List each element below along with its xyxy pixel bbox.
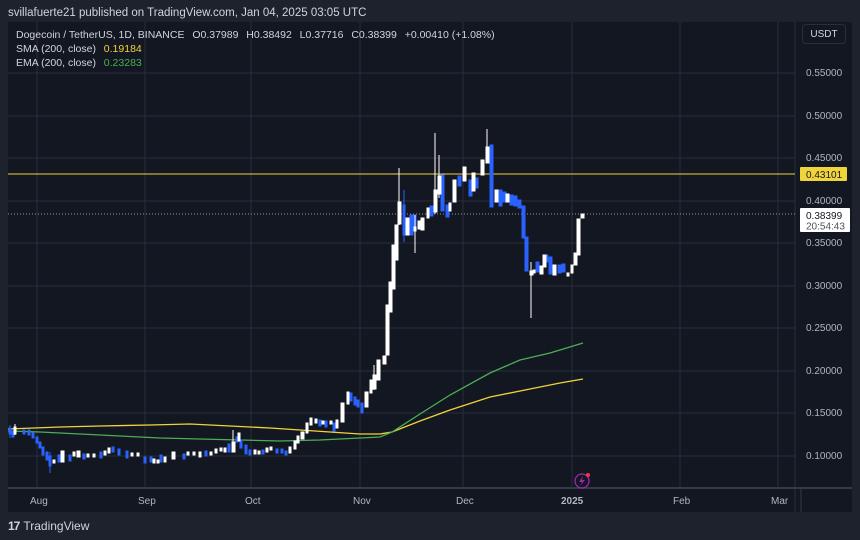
grid-lines bbox=[8, 22, 795, 488]
chart-frame[interactable] bbox=[8, 22, 852, 512]
time-tick: Mar bbox=[771, 496, 789, 507]
countdown-text: 20:54:43 bbox=[806, 222, 845, 233]
time-tick: Oct bbox=[245, 496, 261, 507]
symbol-label[interactable]: Dogecoin / TetherUS, 1D, BINANCE bbox=[16, 29, 185, 41]
lightning-icon[interactable] bbox=[574, 473, 590, 489]
currency-button[interactable]: USDT bbox=[802, 24, 846, 44]
ohlc-row: Dogecoin / TetherUS, 1D, BINANCE O0.3798… bbox=[16, 28, 497, 42]
price-axis[interactable]: 0.55000 0.50000 0.45000 0.40000 0.35000 … bbox=[806, 68, 843, 462]
open-value: O0.37989 bbox=[192, 29, 239, 41]
last-price-text: 0.38399 bbox=[806, 211, 843, 222]
price-tick: 0.40000 bbox=[806, 196, 843, 207]
sma-label: SMA (200, close) bbox=[16, 43, 96, 55]
hline-price-text: 0.43101 bbox=[806, 170, 843, 181]
price-tick: 0.25000 bbox=[806, 323, 843, 334]
sma-line[interactable] bbox=[7, 378, 584, 435]
time-tick: Feb bbox=[673, 496, 691, 507]
price-tick: 0.50000 bbox=[806, 111, 843, 122]
time-tick: Aug bbox=[30, 496, 48, 507]
price-tick: 0.30000 bbox=[806, 281, 843, 292]
price-tick: 0.45000 bbox=[806, 153, 843, 164]
time-tick: Nov bbox=[353, 496, 371, 507]
low-value: L0.37716 bbox=[299, 29, 344, 41]
price-tick: 0.10000 bbox=[806, 451, 843, 462]
ema-label: EMA (200, close) bbox=[16, 57, 96, 69]
price-tick: 0.15000 bbox=[806, 408, 843, 419]
sma-value: 0.19184 bbox=[103, 43, 142, 55]
time-tick: Dec bbox=[456, 496, 474, 507]
chart-legend: Dogecoin / TetherUS, 1D, BINANCE O0.3798… bbox=[16, 28, 497, 70]
price-tick: 0.55000 bbox=[806, 68, 843, 79]
change-value: +0.00410 (+1.08%) bbox=[404, 29, 495, 41]
publish-info: svillafuerte21 published on TradingView.… bbox=[8, 7, 367, 19]
last-price-badge bbox=[800, 208, 850, 232]
time-axis[interactable]: Aug Sep Oct Nov Dec 2025 Feb Mar bbox=[30, 496, 789, 507]
time-tick: 2025 bbox=[561, 496, 584, 507]
time-tick: Sep bbox=[138, 496, 156, 507]
ema-line[interactable] bbox=[7, 342, 584, 442]
sma-row[interactable]: SMA (200, close) 0.19184 bbox=[16, 42, 497, 56]
hline-price-badge bbox=[800, 167, 847, 181]
ema-row[interactable]: EMA (200, close) 0.23283 bbox=[16, 56, 497, 70]
close-value: C0.38399 bbox=[351, 29, 397, 41]
brand-name: TradingView bbox=[23, 519, 90, 533]
tradingview-branding[interactable]: 17 TradingView bbox=[8, 519, 89, 533]
ema-value: 0.23283 bbox=[103, 57, 142, 69]
price-tick: 0.35000 bbox=[806, 238, 843, 249]
tradingview-logo-icon: 17 bbox=[8, 519, 20, 533]
candles bbox=[8, 129, 585, 473]
high-value: H0.38492 bbox=[246, 29, 292, 41]
price-tick: 0.20000 bbox=[806, 366, 843, 377]
